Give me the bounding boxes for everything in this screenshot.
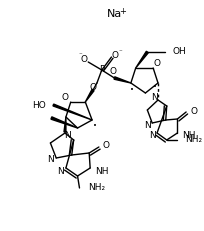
Text: ⁻: ⁻ [118,49,122,55]
Text: •: • [152,84,156,90]
Text: N: N [143,122,150,131]
Text: •: • [93,123,96,129]
Text: +: + [118,6,125,15]
Text: O: O [153,60,160,69]
Text: ⁻: ⁻ [78,52,82,58]
Text: Na: Na [106,9,121,19]
Polygon shape [113,77,130,83]
Polygon shape [53,104,92,120]
Text: NH: NH [181,131,195,140]
Text: NH₂: NH₂ [88,183,105,192]
Polygon shape [135,51,147,68]
Polygon shape [85,89,94,102]
Text: N: N [64,131,71,140]
Text: •: • [129,87,133,93]
Text: O: O [80,55,87,64]
Text: O: O [189,106,196,116]
Text: N: N [57,167,63,176]
Text: P: P [99,66,104,75]
Text: O: O [109,67,116,76]
Text: NH: NH [94,167,108,176]
Text: N: N [150,94,157,103]
Text: HO: HO [32,100,45,109]
Text: O: O [111,51,118,60]
Text: NH₂: NH₂ [184,136,201,145]
Text: N: N [47,155,53,164]
Text: O: O [89,83,96,92]
Text: O: O [61,94,68,103]
Polygon shape [64,117,66,132]
Text: N: N [148,131,155,140]
Polygon shape [51,117,77,128]
Text: OH: OH [172,48,185,57]
Text: O: O [102,142,109,151]
